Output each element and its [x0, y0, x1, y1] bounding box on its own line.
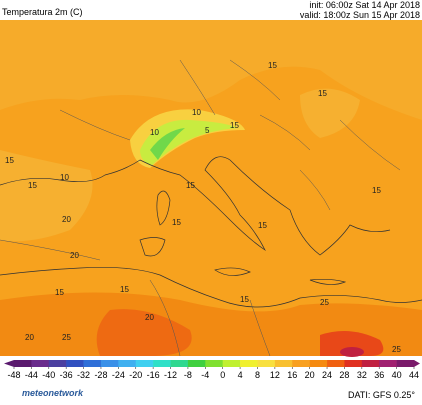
colorbar-tick-label: -20 [129, 370, 142, 380]
colorbar-segment [396, 360, 415, 367]
contour-label: 15 [268, 61, 277, 70]
colorbar-segment [170, 360, 189, 367]
contour-label: 20 [145, 313, 154, 322]
contour-label: 10 [150, 128, 159, 137]
contour-label: 15 [372, 186, 381, 195]
colorbar-tick-label: 36 [374, 370, 384, 380]
colorbar-segment [83, 360, 102, 367]
colorbar-segment [327, 360, 345, 367]
colorbar-tick-label: 40 [392, 370, 402, 380]
colorbar-tick-label: -40 [42, 370, 55, 380]
brand: meteonetwork [22, 388, 84, 398]
colorbar-tick-label: -44 [25, 370, 38, 380]
iberia [0, 150, 93, 242]
colorbar-tick-label: -36 [60, 370, 73, 380]
contour-label: 10 [192, 108, 201, 117]
colorbar-tick-label: -4 [201, 370, 209, 380]
contour-label: 25 [392, 345, 401, 354]
contour-label: 15 [120, 285, 129, 294]
contour-label: 15 [230, 121, 239, 130]
libya-hot [96, 309, 192, 356]
data-source: DATI: GFS 0.25° [348, 390, 415, 400]
colorbar-segment [344, 360, 363, 367]
colorbar-segment [240, 360, 258, 367]
contour-label: 15 [186, 181, 195, 190]
contour-label: 10 [60, 173, 69, 182]
map-title: Temperatura 2m (C) [2, 7, 83, 17]
colorbar-tick-label: 4 [238, 370, 243, 380]
valid-time: valid: 18:00z Sun 15 Apr 2018 [300, 10, 420, 20]
colorbar-tick-label: -48 [7, 370, 20, 380]
colorbar-tick-label: 24 [322, 370, 332, 380]
colorbar-segment [274, 360, 293, 367]
colorbar-segment [48, 360, 67, 367]
colorbar-end [4, 360, 14, 367]
colorbar-segment [135, 360, 154, 367]
colorbar-tick-label: -28 [94, 370, 107, 380]
colorbar-tick-label: -8 [184, 370, 192, 380]
colorbar-tick-label: 28 [339, 370, 349, 380]
colorbar-segment [66, 360, 84, 367]
colorbar-segment [187, 360, 206, 367]
colorbar-segment [379, 360, 397, 367]
contour-labels: 15 15 10 15 10 5 15 10 15 15 15 20 15 15… [5, 61, 401, 354]
colorbar-tick-label: 0 [220, 370, 225, 380]
contour-label: 20 [70, 251, 79, 260]
contour-label: 5 [205, 126, 210, 135]
balkans-cool [300, 88, 360, 138]
contour-label: 20 [62, 215, 71, 224]
colorbar-tick-label: 20 [305, 370, 315, 380]
colorbar-end [414, 360, 420, 367]
colorbar-tick-label: 8 [255, 370, 260, 380]
alps-coldest [150, 128, 185, 160]
contour-label: 15 [28, 181, 37, 190]
colorbar-segment [14, 360, 32, 367]
colorbar-segment [31, 360, 50, 367]
contour-label: 15 [55, 288, 64, 297]
colorbar-tick-label: 16 [287, 370, 297, 380]
colorbar-tick-label: 12 [270, 370, 280, 380]
hot-spot [340, 347, 364, 357]
colorbar-tick-label: 32 [357, 370, 367, 380]
colorbar-segment [222, 360, 241, 367]
cool-zone [0, 20, 422, 120]
borders [0, 59, 401, 357]
map: 15 15 10 15 10 5 15 10 15 15 15 20 15 15… [0, 20, 422, 357]
contour-label: 15 [240, 295, 249, 304]
colorbar-segment [257, 360, 276, 367]
contour-label: 15 [258, 221, 267, 230]
colorbar-segment [100, 360, 119, 367]
contour-label: 25 [62, 333, 71, 342]
colorbar-segment [309, 360, 328, 367]
colorbar-tick-label: -32 [77, 370, 90, 380]
coastlines [0, 156, 422, 308]
colorbar-tick-label: -16 [147, 370, 160, 380]
egypt-hot [320, 331, 384, 356]
contour-label: 25 [320, 298, 329, 307]
init-time: init: 06:00z Sat 14 Apr 2018 [309, 0, 420, 10]
colorbar-tick-label: -12 [164, 370, 177, 380]
colorbar-segment [292, 360, 310, 367]
colorbar-segment [361, 360, 380, 367]
colorbar-tick-label: -24 [112, 370, 125, 380]
colorbar-segment [205, 360, 223, 367]
alps-cold [140, 119, 238, 165]
contour-label: 15 [5, 156, 14, 165]
contour-label: 15 [318, 89, 327, 98]
colorbar-segment [153, 360, 171, 367]
colorbar-tick-label: 44 [409, 370, 419, 380]
colorbar-segment [118, 360, 137, 367]
contour-label: 15 [172, 218, 181, 227]
colorbar: -48 -44 -40 -36 -32 -28 -24 -20 -16 -12 -8 -4 0 4 8 12 1… [4, 360, 420, 380]
contour-label: 20 [25, 333, 34, 342]
